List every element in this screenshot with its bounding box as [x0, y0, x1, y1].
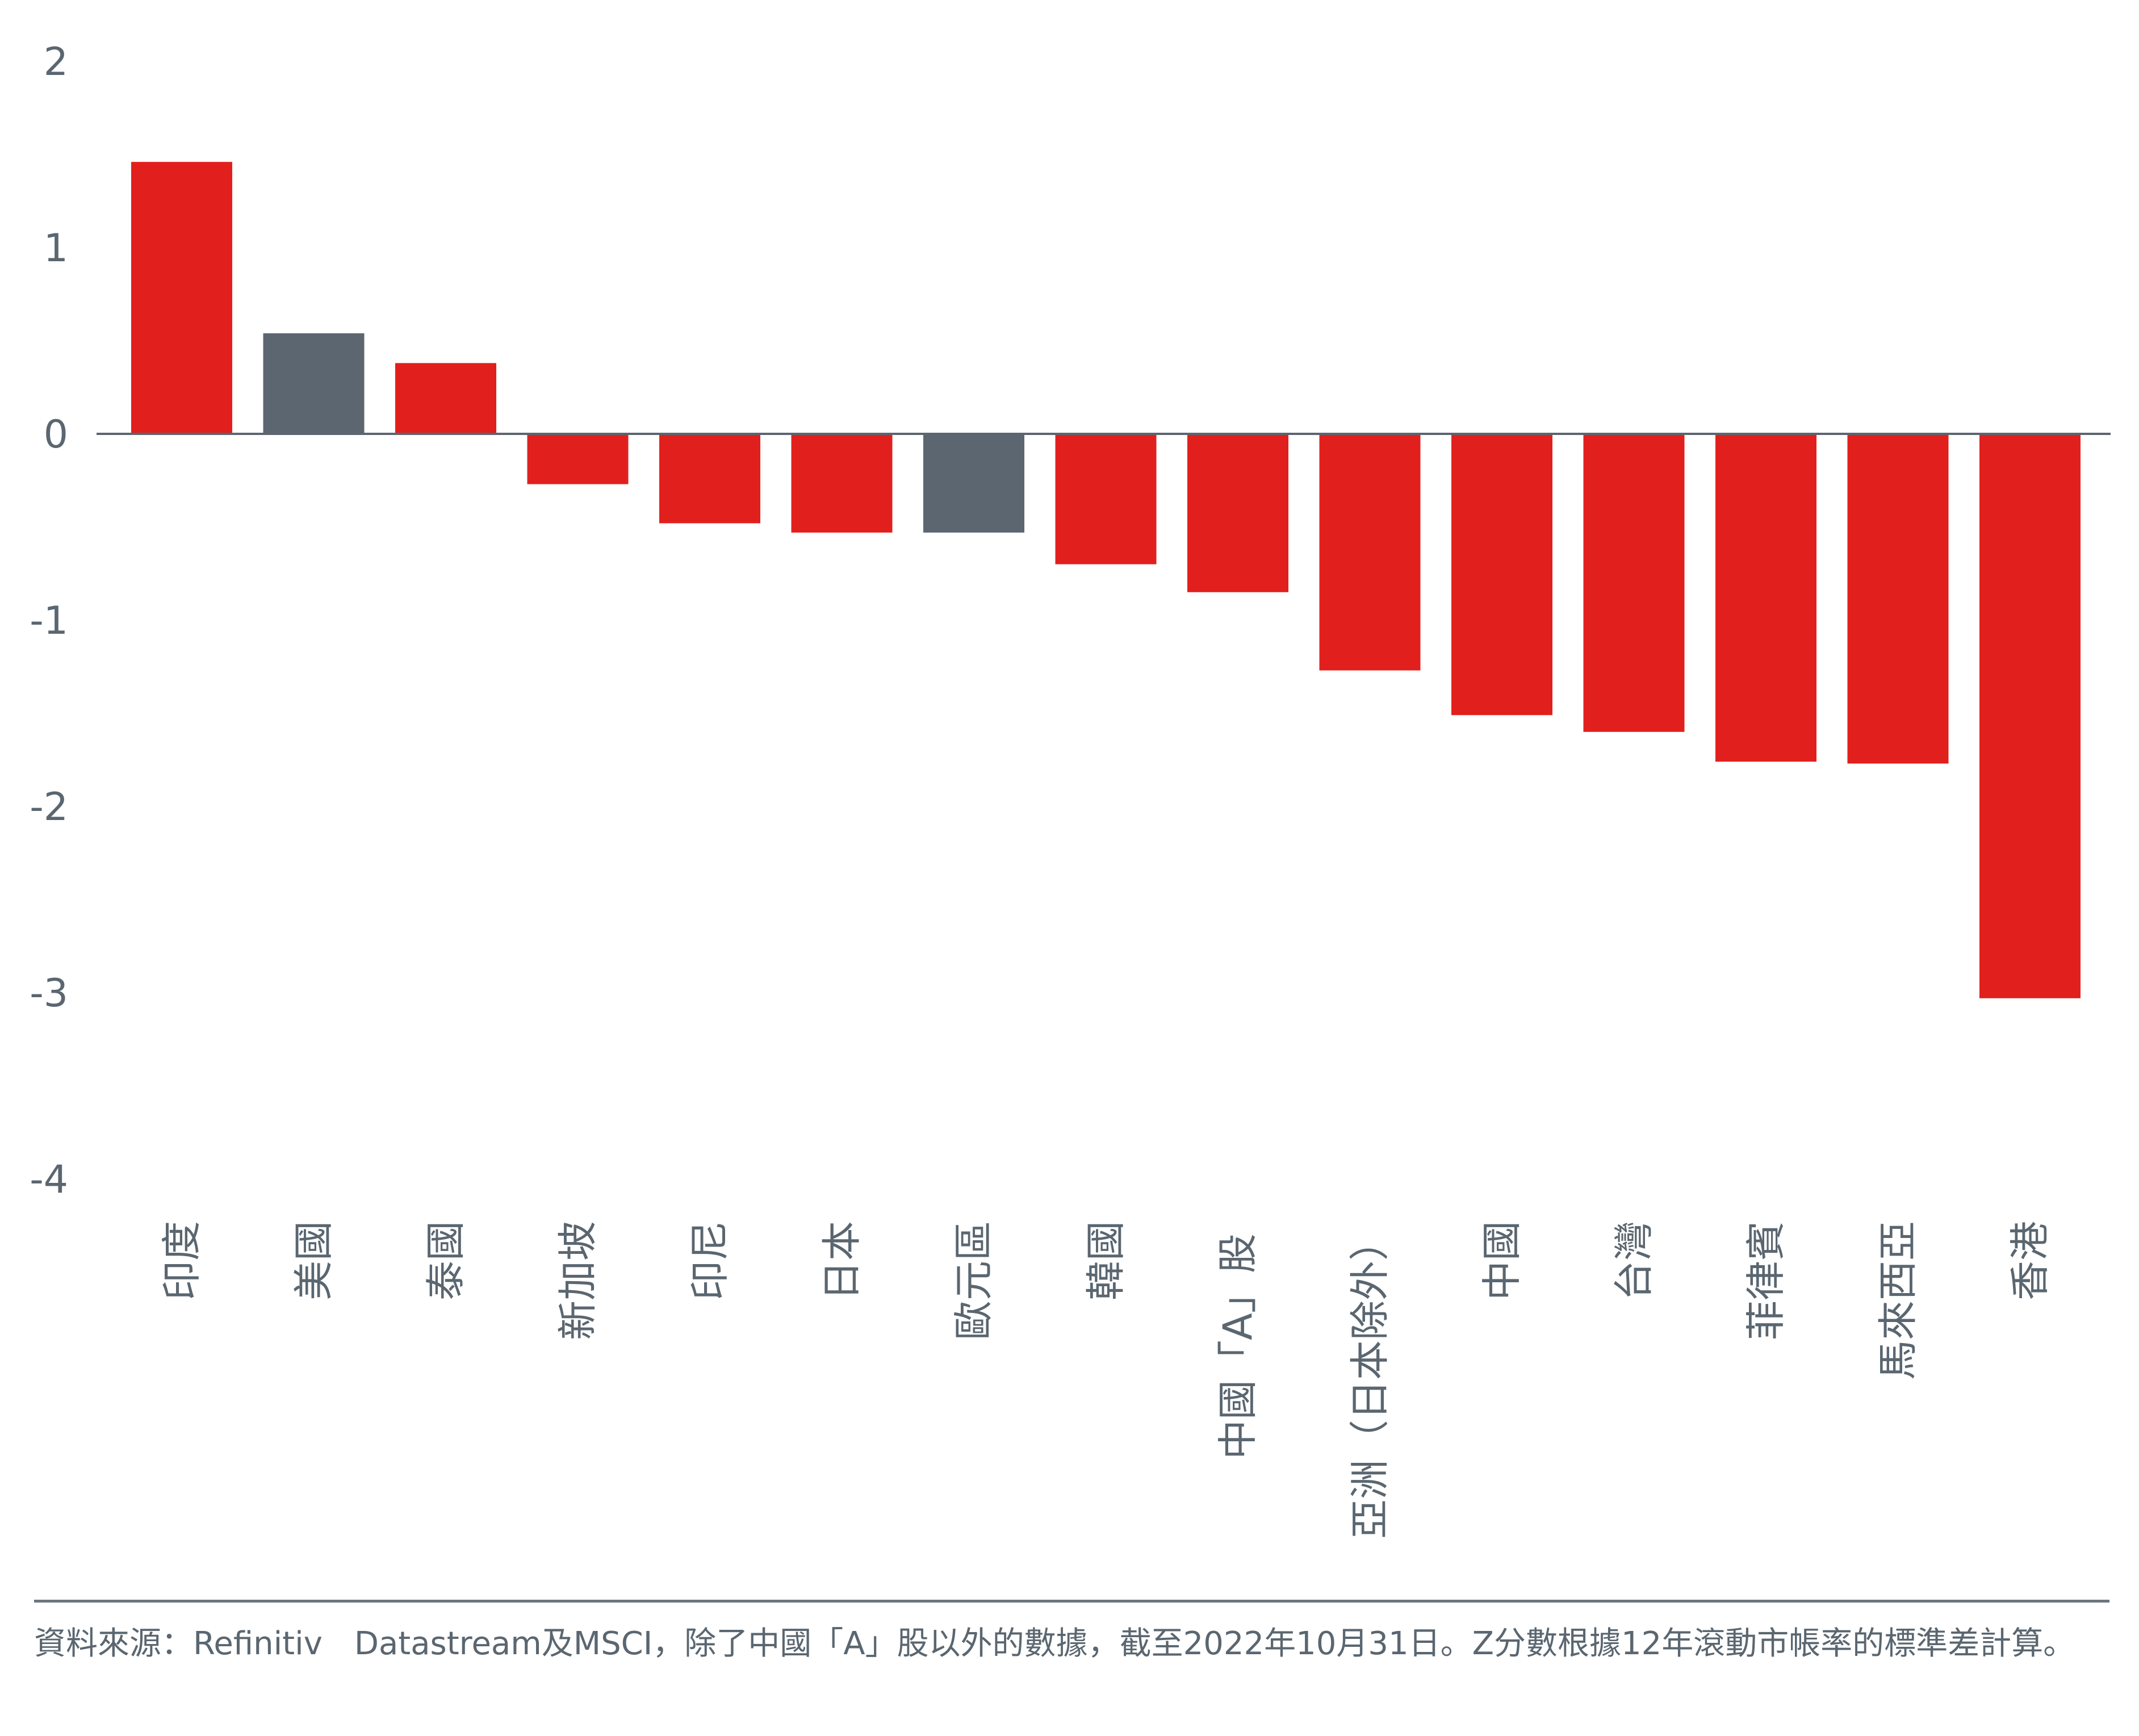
- bar-8: [1187, 434, 1288, 592]
- bar-4: [659, 434, 760, 524]
- category-labels: 印度 美國 泰國 新加坡 印尼 日本 歐元區 韓國 中國「A」股 亞洲（日本除外） 中國 台灣 菲律賓 馬…: [158, 1221, 2053, 1539]
- y-tick-label: -4: [30, 1157, 68, 1202]
- bar-9: [1319, 434, 1421, 671]
- category-label: 日本: [819, 1221, 865, 1300]
- source-note: 資料來源：Refinitiv Datastream及MSCI，除了中國「A」股以…: [34, 1625, 2075, 1662]
- category-label: 香港: [2007, 1221, 2053, 1300]
- category-label: 中國「A」股: [1215, 1233, 1261, 1459]
- y-tick-label: 1: [44, 226, 68, 271]
- category-label: 泰國: [422, 1221, 469, 1300]
- y-axis-tick-labels: 2 1 0 -1 -2 -3 -4: [30, 40, 68, 1202]
- category-label: 歐元區: [951, 1221, 997, 1340]
- category-label: 台灣: [1611, 1221, 1657, 1300]
- footer-divider: [34, 1600, 2109, 1603]
- category-label: 菲律賓: [1743, 1221, 1789, 1340]
- bar-12: [1715, 434, 1816, 762]
- bar-2: [395, 363, 496, 434]
- category-label: 亞洲（日本除外）: [1347, 1221, 1393, 1539]
- bar-6: [923, 434, 1024, 533]
- y-tick-label: 2: [44, 40, 68, 85]
- bar-7: [1055, 434, 1157, 564]
- bar-11: [1583, 434, 1685, 732]
- bar-5: [791, 434, 893, 533]
- y-tick-label: -1: [30, 599, 68, 643]
- y-tick-label: 0: [44, 412, 68, 457]
- category-label: 美國: [291, 1221, 337, 1300]
- bar-1: [263, 333, 365, 434]
- category-label: 馬來西亞: [1875, 1221, 1922, 1380]
- bar-14: [1979, 434, 2081, 998]
- category-label: 韓國: [1083, 1221, 1129, 1300]
- category-label: 中國: [1479, 1221, 1525, 1300]
- bar-13: [1847, 434, 1949, 764]
- bar-10: [1451, 434, 1552, 716]
- category-label: 新加坡: [555, 1221, 601, 1340]
- y-tick-label: -3: [30, 971, 68, 1016]
- bar-0: [131, 162, 232, 434]
- y-tick-label: -2: [30, 785, 68, 830]
- category-label: 印尼: [687, 1221, 733, 1300]
- category-label: 印度: [158, 1221, 205, 1300]
- bars: [131, 162, 2081, 998]
- bar-3: [527, 434, 629, 484]
